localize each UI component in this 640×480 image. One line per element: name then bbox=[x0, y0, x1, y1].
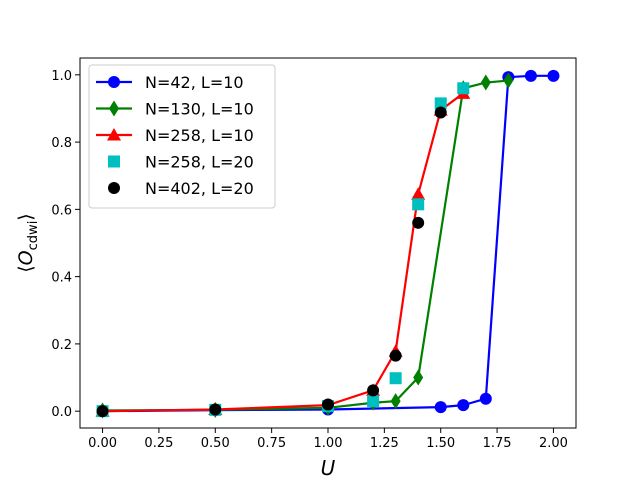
data-point bbox=[209, 403, 222, 416]
data-point bbox=[367, 395, 380, 408]
legend-label: N=130, L=10 bbox=[145, 100, 254, 119]
y-tick-label: 0.0 bbox=[51, 405, 72, 420]
data-point bbox=[389, 349, 402, 362]
legend-item-1: N=42, L=10 bbox=[96, 73, 244, 92]
y-axis-label-sub: cdwi bbox=[26, 221, 41, 251]
legend-item-4: N=258, L=20 bbox=[108, 153, 254, 172]
x-tick-label: 0.25 bbox=[144, 436, 173, 451]
data-point bbox=[389, 372, 402, 385]
x-axis-label: U bbox=[321, 456, 336, 480]
legend-label: N=42, L=10 bbox=[145, 73, 244, 92]
y-axis-label: ⟨Ocdwi⟩ bbox=[15, 213, 41, 272]
data-point bbox=[524, 69, 537, 82]
legend-frame bbox=[88, 64, 276, 209]
y-tick-label: 0.8 bbox=[51, 136, 72, 151]
y-axis-label-close: ⟩ bbox=[15, 213, 37, 220]
legend-marker bbox=[108, 76, 120, 88]
x-tick-label: 0.50 bbox=[201, 436, 230, 451]
data-point bbox=[479, 392, 492, 405]
legend: N=42, L=10 N=130, L=10 N=258, L=10 N=258, L… bbox=[88, 64, 276, 209]
legend-marker bbox=[107, 128, 121, 141]
data-point bbox=[503, 72, 514, 89]
data-point bbox=[412, 198, 425, 211]
data-point bbox=[322, 398, 334, 411]
data-point bbox=[96, 405, 109, 418]
y-axis-label-open: ⟨ bbox=[15, 265, 37, 272]
y-tick-label: 1.0 bbox=[51, 69, 72, 84]
data-point bbox=[434, 401, 447, 414]
y-tick-label: 0.4 bbox=[51, 271, 72, 286]
legend-marker bbox=[108, 182, 120, 194]
data-point bbox=[434, 97, 447, 110]
legend-item-5: N=402, L=20 bbox=[108, 179, 254, 198]
y-tick-label: 0.2 bbox=[51, 338, 72, 353]
data-point bbox=[412, 216, 425, 229]
x-tick-label: 2.00 bbox=[539, 436, 568, 451]
data-point bbox=[367, 384, 380, 397]
legend-item-2: N=130, L=10 bbox=[96, 100, 254, 119]
data-point bbox=[390, 393, 401, 410]
axis-layer: 0.00 0.25 0.50 0.75 1.00 1.25 1.50 1.75 2.00 0.0 0… bbox=[51, 69, 568, 451]
legend-item-3: N=258, L=10 bbox=[96, 126, 254, 145]
legend-marker bbox=[109, 100, 119, 117]
legend-marker bbox=[108, 155, 120, 168]
data-point bbox=[480, 74, 491, 91]
x-tick-label: 0.75 bbox=[257, 436, 286, 451]
x-tick-label: 1.50 bbox=[426, 436, 455, 451]
data-point bbox=[413, 369, 424, 386]
y-axis-label-main: O bbox=[15, 250, 37, 265]
x-tick-label: 1.25 bbox=[370, 436, 399, 451]
svg-text:⟨Ocdwi⟩: ⟨Ocdwi⟩ bbox=[15, 213, 41, 272]
legend-label: N=258, L=10 bbox=[145, 126, 254, 145]
data-point bbox=[457, 399, 470, 412]
data-point bbox=[434, 106, 447, 119]
x-tick-label: 1.75 bbox=[483, 436, 512, 451]
y-tick-label: 0.6 bbox=[51, 203, 72, 218]
series-5 bbox=[96, 106, 447, 418]
x-tick-label: 1.00 bbox=[314, 436, 343, 451]
series-layer bbox=[95, 69, 560, 419]
data-point bbox=[457, 82, 470, 95]
legend-label: N=258, L=20 bbox=[145, 153, 254, 172]
legend-label: N=402, L=20 bbox=[145, 179, 254, 198]
data-point bbox=[547, 69, 560, 82]
data-point bbox=[411, 187, 426, 200]
x-tick-label: 0.00 bbox=[88, 436, 117, 451]
series-line bbox=[102, 92, 464, 413]
